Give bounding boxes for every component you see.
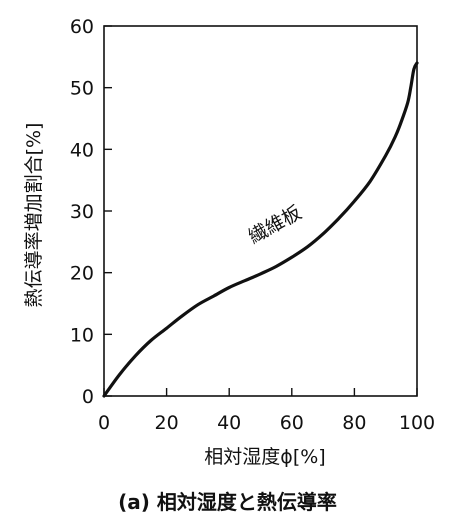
- series-annotation: 繊維板: [245, 201, 306, 248]
- x-tick-label: 80: [342, 412, 366, 434]
- x-axis-title: 相対湿度ϕ[%]: [204, 446, 325, 468]
- series-line-fiberboard: [102, 61, 419, 398]
- y-axis-title: 熱伝導率増加割合[%]: [23, 123, 45, 308]
- plot-frame: [103, 25, 418, 397]
- y-tick-label: 40: [70, 139, 94, 161]
- figure-caption: (a) 相対湿度と熱伝導率: [118, 490, 337, 514]
- y-tick-label: 20: [70, 263, 94, 285]
- y-tick-label: 30: [70, 201, 94, 223]
- y-axis-ticks: 0 10 20 30 40 50 60: [70, 16, 112, 408]
- y-tick-label: 10: [70, 324, 94, 346]
- x-tick-label: 0: [98, 412, 110, 434]
- x-axis-ticks: 0 20 40 60 80 100: [98, 388, 435, 434]
- y-tick-label: 50: [70, 78, 94, 100]
- x-tick-label: 60: [280, 412, 304, 434]
- x-tick-label: 100: [399, 412, 435, 434]
- y-tick-label: 0: [82, 386, 94, 408]
- y-tick-label: 60: [70, 16, 94, 38]
- x-tick-label: 20: [155, 412, 179, 434]
- x-tick-label: 40: [217, 412, 241, 434]
